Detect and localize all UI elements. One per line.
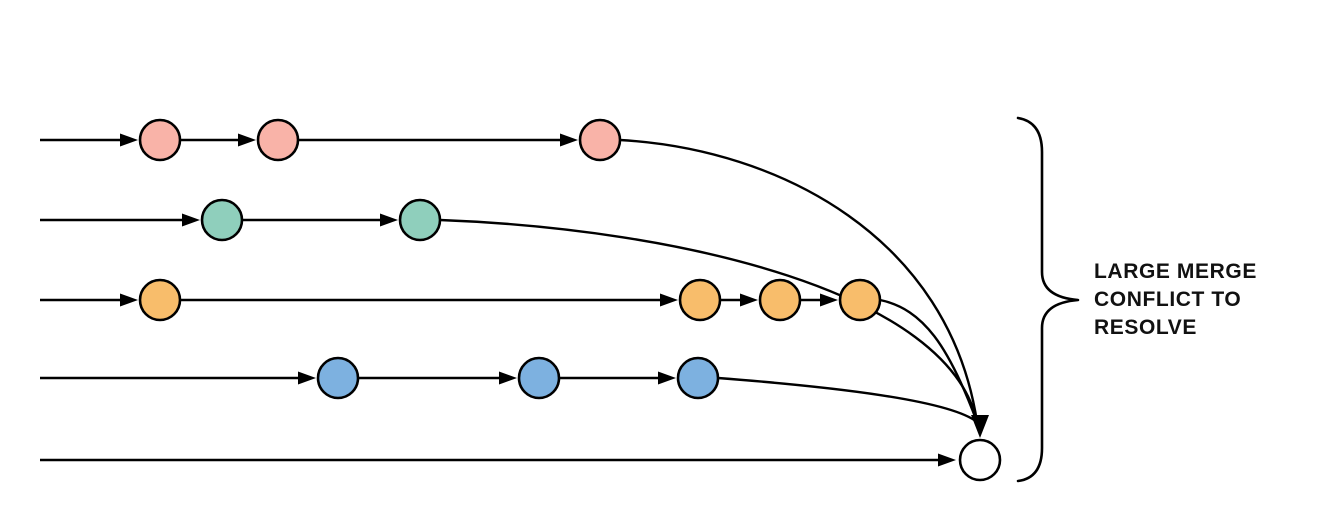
arrowhead-icon xyxy=(182,213,200,227)
merge-curve xyxy=(878,298,979,424)
arrowhead-icon xyxy=(660,293,678,307)
commit-node xyxy=(838,278,882,322)
arrowhead-icon xyxy=(120,133,138,147)
commit-node xyxy=(758,278,802,322)
branch-main xyxy=(40,453,956,467)
commit-node xyxy=(138,278,182,322)
arrowhead-icon xyxy=(740,293,758,307)
branch-teal xyxy=(40,198,979,424)
commit-node xyxy=(676,356,720,400)
commit-node xyxy=(316,356,360,400)
branch-blue xyxy=(40,356,979,424)
merge-conflict-label: LARGE MERGE CONFLICT TO RESOLVE xyxy=(1094,258,1257,342)
branch-orange xyxy=(40,278,979,424)
curly-brace-icon xyxy=(1016,116,1080,483)
annotation-line-2: CONFLICT TO xyxy=(1094,288,1242,311)
merge-node xyxy=(958,438,1002,482)
commit-node xyxy=(678,278,722,322)
arrowhead-icon xyxy=(298,371,316,385)
arrowhead-icon xyxy=(938,453,956,467)
merge-layer xyxy=(958,415,1002,482)
arrowhead-icon xyxy=(380,213,398,227)
annotation-line-3: RESOLVE xyxy=(1094,316,1197,339)
arrowhead-icon xyxy=(238,133,256,147)
merge-curve xyxy=(618,138,979,424)
arrowhead-icon xyxy=(658,371,676,385)
arrowhead-icon xyxy=(120,293,138,307)
arrowhead-icon xyxy=(499,371,517,385)
arrowhead-icon xyxy=(820,293,838,307)
branch-pink xyxy=(40,118,979,424)
commit-node xyxy=(256,118,300,162)
commit-node xyxy=(138,118,182,162)
merge-curve xyxy=(438,218,979,424)
annotation-line-1: LARGE MERGE xyxy=(1094,260,1257,283)
commit-node xyxy=(200,198,244,242)
commit-node xyxy=(398,198,442,242)
branches-layer xyxy=(40,118,979,467)
commit-node xyxy=(517,356,561,400)
merge-arrowhead-icon xyxy=(971,415,989,438)
arrowhead-icon xyxy=(560,133,578,147)
merge-curve xyxy=(716,376,979,424)
commit-node xyxy=(578,118,622,162)
